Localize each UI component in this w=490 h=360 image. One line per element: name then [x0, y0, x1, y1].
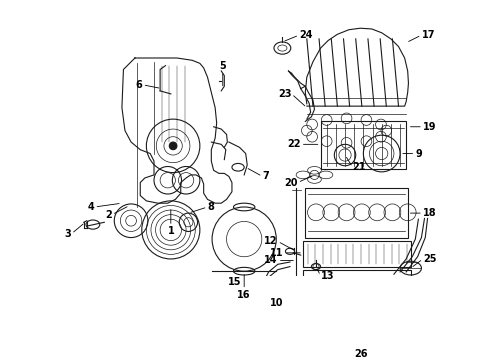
Text: 14: 14 [264, 256, 278, 265]
Text: 1: 1 [168, 226, 174, 236]
Text: 9: 9 [416, 149, 422, 158]
Text: 10: 10 [270, 297, 284, 307]
Text: 23: 23 [278, 89, 292, 99]
Text: 25: 25 [423, 254, 437, 264]
Text: 13: 13 [320, 271, 334, 281]
Text: 22: 22 [287, 139, 301, 149]
Text: 16: 16 [238, 289, 251, 300]
Text: 6: 6 [136, 80, 143, 90]
Text: 11: 11 [270, 248, 284, 258]
Text: 4: 4 [88, 202, 95, 212]
Text: 26: 26 [354, 349, 368, 359]
Text: 18: 18 [423, 208, 437, 218]
Text: 8: 8 [207, 202, 214, 212]
Text: 19: 19 [423, 122, 437, 132]
Text: 12: 12 [264, 237, 278, 246]
Circle shape [169, 142, 177, 150]
Text: 15: 15 [228, 277, 242, 287]
Text: 2: 2 [105, 210, 112, 220]
Text: 5: 5 [220, 61, 226, 71]
Text: 20: 20 [284, 177, 297, 188]
Text: 24: 24 [299, 30, 313, 40]
Text: 7: 7 [263, 171, 270, 181]
Text: 3: 3 [65, 229, 72, 239]
Text: 21: 21 [353, 162, 366, 172]
Text: 17: 17 [421, 30, 435, 40]
